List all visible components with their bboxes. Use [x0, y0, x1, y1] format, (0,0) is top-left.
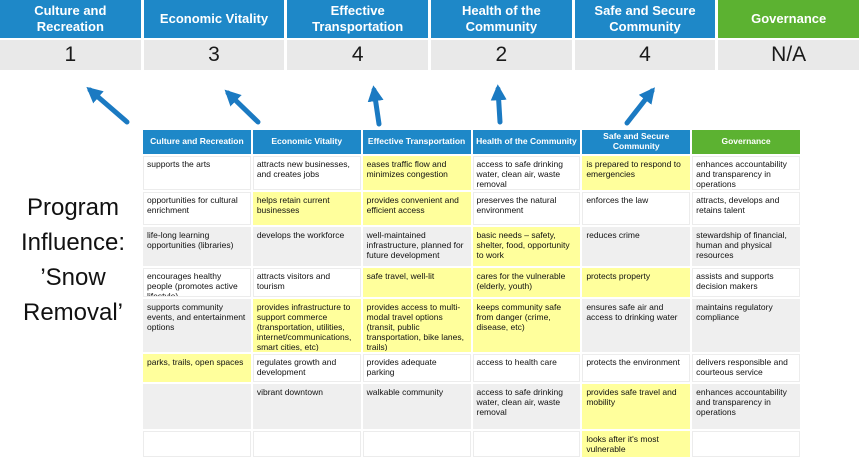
priority-header-culture-and-recreation: Culture and Recreation — [0, 0, 141, 38]
matrix-cell-r8-c1 — [143, 431, 251, 457]
priority-score-safe-and-secure-community: 4 — [574, 40, 716, 70]
matrix-cell-r6-c3: provides adequate parking — [362, 354, 471, 382]
matrix-cell-r6-c2: regulates growth and development — [252, 354, 361, 382]
matrix-cell-r8-c2 — [252, 431, 361, 457]
matrix-cell-r6-c4: access to health care — [472, 354, 581, 382]
matrix-header-culture-and-recreation: Culture and Recreation — [143, 130, 251, 154]
matrix-cell-r2-c1: opportunities for cultural enrichment — [143, 192, 251, 225]
matrix-header-governance: Governance — [692, 130, 800, 154]
arrow-up-left-icon — [86, 86, 130, 125]
matrix-cell-r2-c5: enforces the law — [582, 192, 691, 225]
matrix-cell-r1-c3: eases traffic flow and minimizes congest… — [362, 156, 471, 190]
matrix-cell-r8-c4 — [472, 431, 581, 457]
matrix-cell-r3-c4: basic needs – safety, shelter, food, opp… — [472, 227, 581, 266]
matrix-cell-r7-c5: provides safe travel and mobility — [582, 384, 691, 429]
priority-score-health-of-the-community: 2 — [431, 40, 572, 70]
influence-matrix: Culture and Recreation Economic Vitality E… — [143, 130, 800, 457]
matrix-cell-r5-c3: provides access to multi-modal travel op… — [362, 299, 471, 352]
matrix-header-effective-transportation: Effective Transportation — [362, 130, 471, 154]
arrow-up-left-icon — [224, 89, 261, 125]
program-title: Program Influence: ’Snow Removal’ — [20, 194, 126, 326]
matrix-cell-r1-c4: access to safe drinking water, clean air… — [472, 156, 581, 190]
matrix-cell-r6-c6: delivers responsible and courteous servi… — [692, 354, 800, 382]
matrix-cell-r3-c6: stewardship of financial, human and phys… — [692, 227, 800, 266]
scoreboard-headers: Culture and Recreation Economic Vitality E… — [0, 0, 859, 38]
priority-header-effective-transportation: Effective Transportation — [287, 0, 428, 38]
matrix-cell-r7-c4: access to safe drinking water, clean air… — [472, 384, 581, 429]
matrix-cell-r3-c1: life-long learning opportunities (librar… — [143, 227, 251, 266]
matrix-cell-r8-c6 — [692, 431, 800, 457]
matrix-cell-r2-c2: helps retain current businesses — [252, 192, 361, 225]
matrix-cell-r2-c3: provides convenient and efficient access — [362, 192, 471, 225]
priority-header-health-of-the-community: Health of the Community — [431, 0, 572, 38]
matrix-cell-r6-c1: parks, trails, open spaces — [143, 354, 251, 382]
matrix-cell-r7-c2: vibrant downtown — [252, 384, 361, 429]
priority-header-economic-vitality: Economic Vitality — [143, 0, 285, 38]
matrix-cell-r6-c5: protects the environment — [582, 354, 691, 382]
influence-arrows — [86, 84, 655, 127]
matrix-cell-r5-c1: supports community events, and entertain… — [143, 299, 251, 352]
matrix-cell-r8-c5: looks after it's most vulnerable — [582, 431, 691, 457]
arrow-up-right-icon — [624, 87, 655, 126]
matrix-cell-r2-c6: attracts, develops and retains talent — [692, 192, 800, 225]
priority-score-governance: N/A — [718, 40, 859, 70]
priority-score-effective-transportation: 4 — [287, 40, 428, 70]
matrix-cell-r1-c1: supports the arts — [143, 156, 251, 190]
matrix-cell-r7-c1 — [143, 384, 251, 429]
matrix-header-safe-and-secure-community: Safe and Secure Community — [582, 130, 691, 154]
matrix-cell-r2-c4: preserves the natural environment — [472, 192, 581, 225]
priority-header-governance: Governance — [718, 0, 859, 38]
priority-score-culture-and-recreation: 1 — [0, 40, 141, 70]
matrix-cell-r1-c5: is prepared to respond to emergencies — [582, 156, 691, 190]
arrow-up-icon — [367, 85, 384, 127]
priority-header-safe-and-secure-community: Safe and Secure Community — [574, 0, 716, 38]
matrix-cell-r3-c2: develops the workforce — [252, 227, 361, 266]
arrow-up-icon — [490, 84, 507, 125]
matrix-cell-r4-c1: encourages healthy people (promotes acti… — [143, 268, 251, 297]
matrix-cell-r5-c6: maintains regulatory compliance — [692, 299, 800, 352]
matrix-cell-r4-c5: protects property — [582, 268, 691, 297]
matrix-cell-r7-c6: enhances accountability and transparency… — [692, 384, 800, 429]
matrix-cell-r4-c3: safe travel, well-lit — [362, 268, 471, 297]
matrix-cell-r4-c6: assists and supports decision makers — [692, 268, 800, 297]
scoreboard-scores: 1 3 4 2 4 N/A — [0, 40, 859, 70]
matrix-cell-r4-c2: attracts visitors and tourism — [252, 268, 361, 297]
matrix-cell-r4-c4: cares for the vulnerable (elderly, youth… — [472, 268, 581, 297]
matrix-cell-r7-c3: walkable community — [362, 384, 471, 429]
matrix-header-economic-vitality: Economic Vitality — [252, 130, 361, 154]
matrix-cell-r3-c5: reduces crime — [582, 227, 691, 266]
priority-score-economic-vitality: 3 — [143, 40, 285, 70]
matrix-header-health-of-the-community: Health of the Community — [472, 130, 581, 154]
matrix-cell-r5-c4: keeps community safe from danger (crime,… — [472, 299, 581, 352]
matrix-cell-r8-c3 — [362, 431, 471, 457]
matrix-cell-r1-c6: enhances accountability and transparency… — [692, 156, 800, 190]
matrix-cell-r5-c2: provides infrastructure to support comme… — [252, 299, 361, 352]
matrix-cell-r1-c2: attracts new businesses, and creates job… — [252, 156, 361, 190]
matrix-cell-r5-c5: ensures safe air and access to drinking … — [582, 299, 691, 352]
matrix-cell-r3-c3: well-maintained infrastructure, planned … — [362, 227, 471, 266]
priority-scoreboard: Culture and Recreation Economic Vitality E… — [0, 0, 859, 70]
